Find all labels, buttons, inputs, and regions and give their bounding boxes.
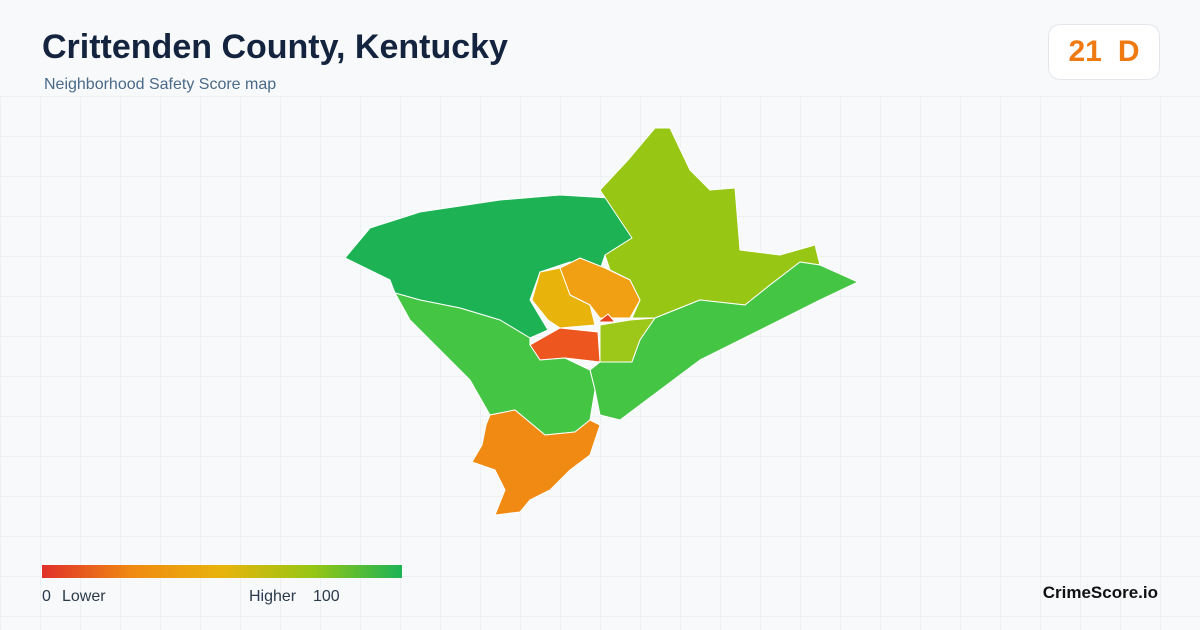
region	[597, 313, 616, 323]
legend-high-label: Higher	[249, 588, 297, 605]
subtitle: Neighborhood Safety Score map	[44, 76, 277, 93]
score: 21	[1068, 35, 1102, 68]
title: Crittenden County, Kentucky	[42, 28, 508, 66]
legend-min: 0	[42, 588, 51, 605]
score-badge: 21 D	[1048, 24, 1160, 80]
grade: D	[1117, 35, 1140, 68]
region	[531, 267, 596, 329]
legend-max: 100	[313, 588, 340, 605]
legend-low-label: Lower	[62, 588, 106, 605]
brand: CrimeScore.io	[1042, 583, 1158, 602]
regions	[344, 127, 859, 516]
region	[394, 292, 596, 436]
legend-gradient	[42, 565, 402, 578]
region	[471, 409, 601, 516]
